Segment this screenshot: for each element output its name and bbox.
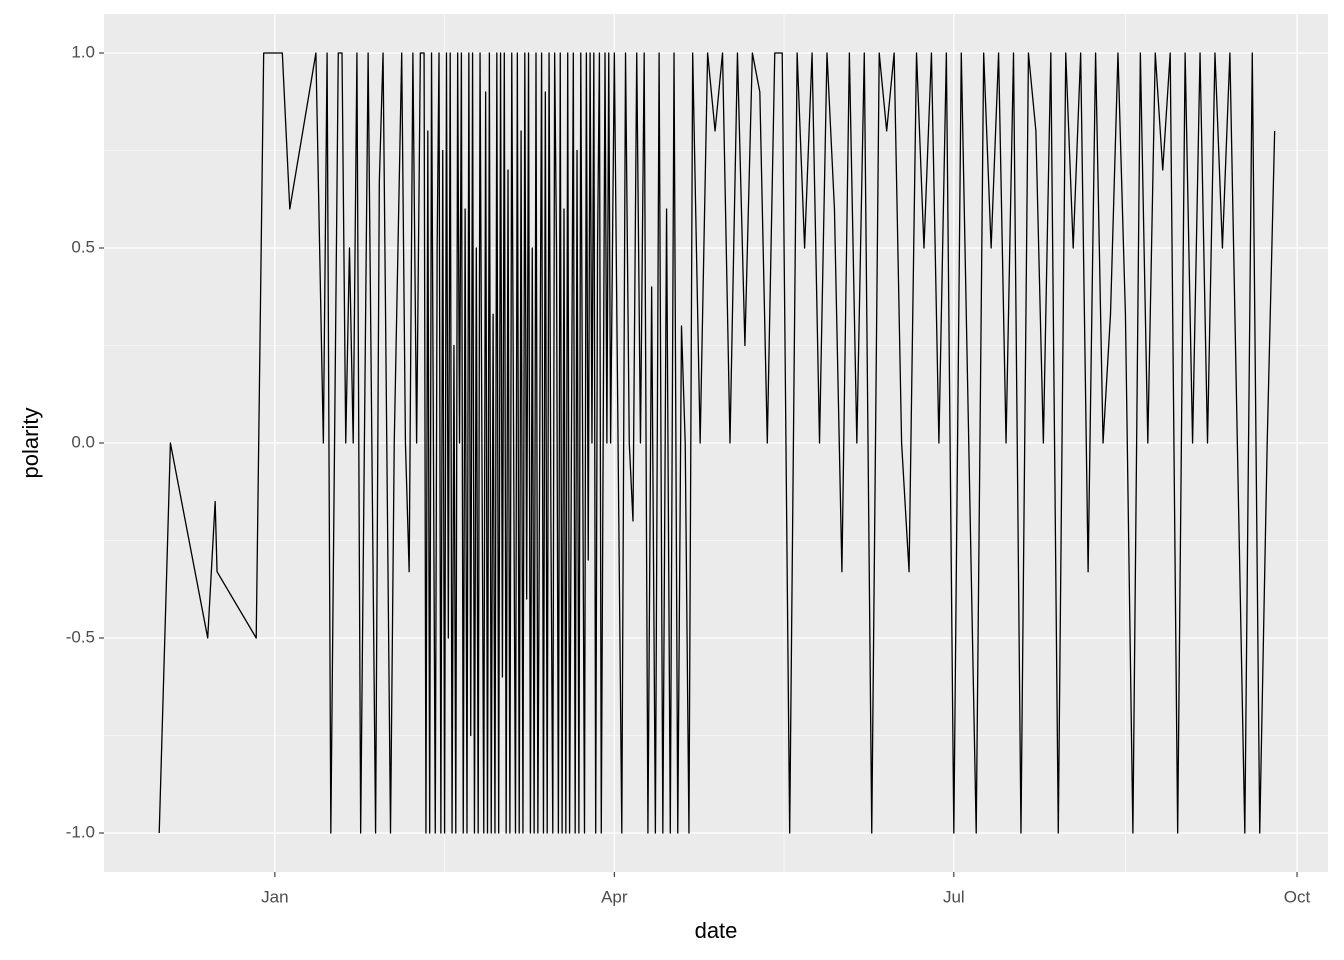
x-tick-label: Oct xyxy=(1284,887,1311,906)
series-line xyxy=(158,52,1276,834)
y-tick-label: 0.0 xyxy=(71,432,95,451)
x-tick-label: Apr xyxy=(601,887,628,906)
x-axis-title: date xyxy=(695,918,738,943)
y-tick-label: -0.5 xyxy=(66,627,95,646)
x-tick-label: Jan xyxy=(261,887,288,906)
y-tick-label: 0.5 xyxy=(71,237,95,256)
x-tick-label: Jul xyxy=(943,887,965,906)
y-tick-label: -1.0 xyxy=(66,822,95,841)
y-axis-title: polarity xyxy=(18,408,43,479)
y-tick-label: 1.0 xyxy=(71,42,95,61)
